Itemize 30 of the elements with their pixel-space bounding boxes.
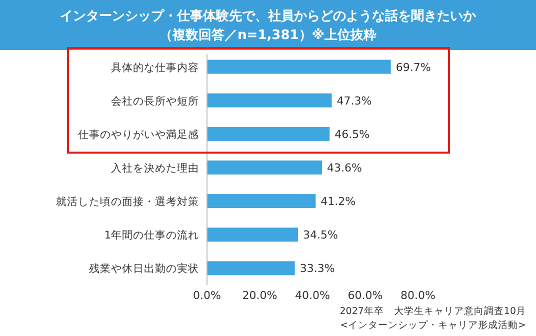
bar <box>207 93 332 108</box>
chart-subtitle: （複数回答／n=1,381）※上位抜粋 <box>160 27 376 43</box>
text: <インターンシップ・キャリア形成活動> <box>340 319 526 331</box>
y-tick-label: 会社の長所や短所 <box>111 94 199 108</box>
data-label: 34.5% <box>302 228 338 242</box>
bar <box>207 126 330 141</box>
x-tick-label: 0.0% <box>193 289 221 302</box>
bar <box>207 261 295 276</box>
bar <box>207 60 391 74</box>
bar <box>207 194 316 208</box>
y-tick-label: 具体的な仕事内容 <box>111 60 199 74</box>
bar <box>207 160 322 174</box>
x-tick-label: 40.0% <box>295 289 330 302</box>
data-label: 41.2% <box>320 195 356 208</box>
x-tick-label: 60.0% <box>348 289 383 302</box>
data-label: 46.5% <box>334 128 370 141</box>
y-tick-label: 就活した頃の面接・選考対策 <box>56 195 199 208</box>
y-tick-label: 仕事のやりがいや満足感 <box>78 128 199 141</box>
y-tick-label: 残業や休日出勤の実状 <box>89 262 199 276</box>
y-tick-label: 入社を決めた理由 <box>111 162 199 174</box>
x-tick-label: 80.0% <box>400 289 436 302</box>
data-label: 33.3% <box>300 262 335 276</box>
data-label: 47.3% <box>336 94 372 108</box>
data-label: 69.7% <box>396 60 431 74</box>
chart-title: インターンシップ・仕事体験先で、社員からどのような話を聞きたいか <box>60 8 477 24</box>
y-tick-label: 1年間の仕事の流れ <box>104 228 199 242</box>
x-tick-label: 20.0% <box>242 289 278 302</box>
data-label: 43.6% <box>326 162 362 174</box>
text: 2027年卒 大学生キャリア意向調査10月 <box>340 305 526 317</box>
bar <box>207 228 298 242</box>
